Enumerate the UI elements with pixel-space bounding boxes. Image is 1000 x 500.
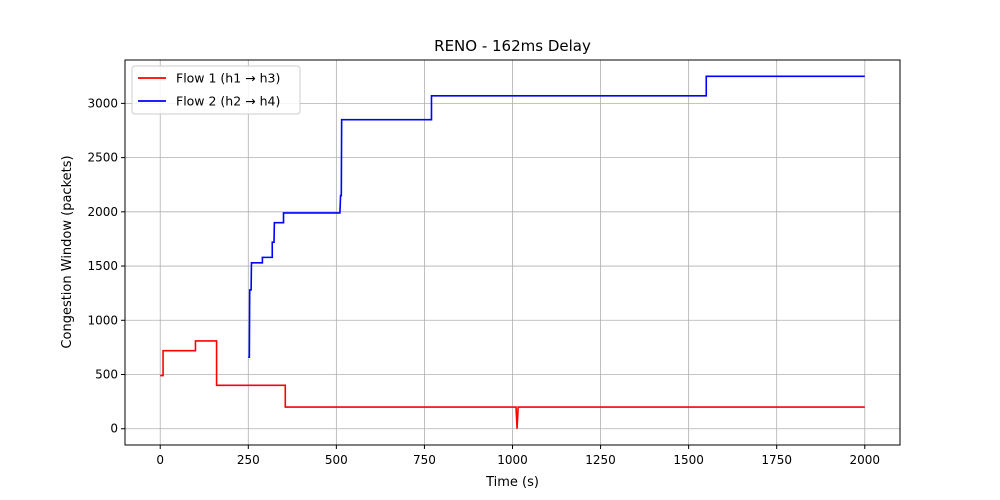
x-tick-label: 1500	[673, 453, 704, 467]
y-tick-label: 1000	[87, 313, 118, 327]
x-tick-label: 250	[237, 453, 260, 467]
x-axis-label: Time (s)	[485, 475, 539, 490]
y-tick-label: 2500	[87, 151, 118, 165]
x-tick-label: 750	[413, 453, 436, 467]
legend-entry-flow-1: Flow 1 (h1 → h3)	[176, 71, 280, 86]
series-line-flow-1	[160, 340, 865, 429]
x-tick-label: 1250	[585, 453, 616, 467]
legend-box	[131, 65, 301, 115]
x-tick-label: 0	[156, 453, 164, 467]
chart-title: RENO - 162ms Delay	[434, 37, 591, 55]
x-tick-label: 1750	[761, 453, 792, 467]
y-tick-label: 3000	[87, 96, 118, 110]
y-tick-label: 500	[95, 368, 118, 382]
legend: Flow 1 (h1 → h3) Flow 2 (h2 → h4)	[131, 65, 301, 115]
x-tick-label: 1000	[497, 453, 528, 467]
x-tick-label: 500	[325, 453, 348, 467]
legend-entry-flow-2: Flow 2 (h2 → h4)	[176, 94, 280, 109]
y-tick-label: 2000	[87, 205, 118, 219]
y-tick-label: 0	[110, 422, 118, 436]
y-tick-label: 1500	[87, 259, 118, 273]
series-line-flow-2	[248, 75, 865, 358]
series-lines	[160, 75, 865, 429]
x-axis-ticks: 0 250 500 750 1000 1250 1500 1750 2000	[156, 445, 880, 467]
grid	[125, 60, 900, 445]
x-tick-label: 2000	[849, 453, 880, 467]
y-axis-ticks: 0 500 1000 1500 2000 2500 3000	[87, 96, 125, 436]
y-axis-label: Congestion Window (packets)	[60, 155, 75, 348]
